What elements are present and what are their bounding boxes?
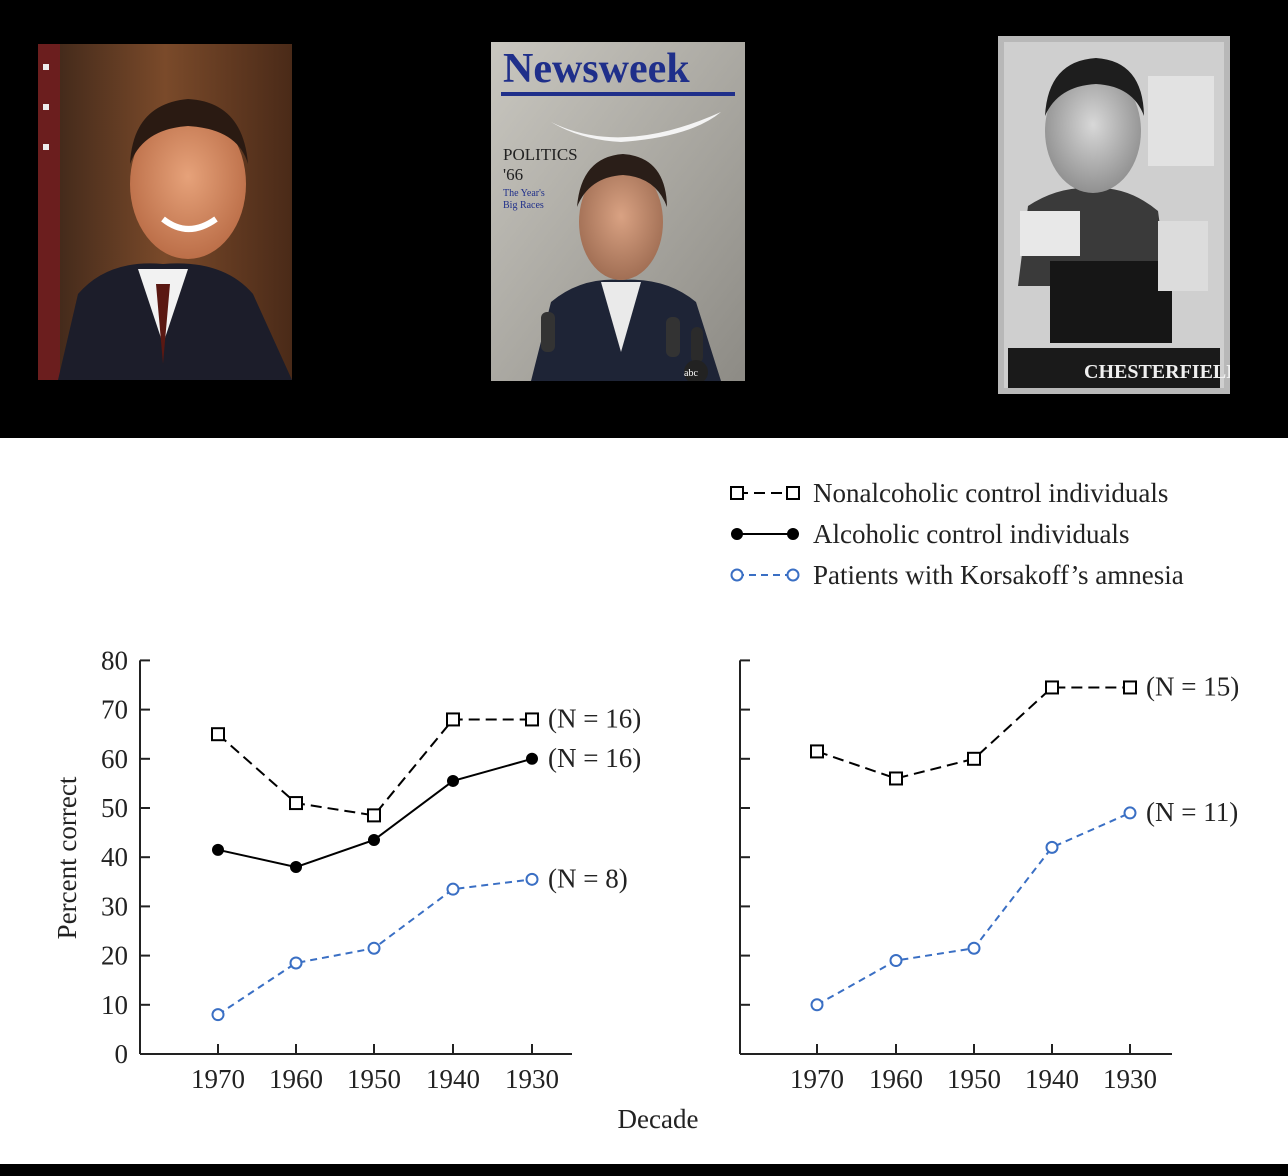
data-point-1940 bbox=[1045, 680, 1059, 695]
data-point-1950 bbox=[368, 833, 380, 846]
data-point-1940 bbox=[447, 774, 459, 787]
data-point-1930 bbox=[525, 872, 539, 886]
y-tick-label-70: 70 bbox=[101, 695, 128, 725]
legend-marker-start-patients-with-korsakoff-s-amnesia bbox=[730, 568, 744, 582]
y-tick-label-60: 60 bbox=[101, 744, 128, 774]
legend-label-alcoholic-control-individuals: Alcoholic control individuals bbox=[813, 519, 1129, 549]
y-axis-label: Percent correct bbox=[52, 776, 82, 939]
y-tick-label-10: 10 bbox=[101, 990, 128, 1020]
y-tick-label-0: 0 bbox=[115, 1039, 129, 1069]
cigarette-ad-photo: CHESTERFIELD bbox=[998, 36, 1230, 394]
legend-label-patients-with-korsakoff-s-amnesia: Patients with Korsakoff’s amnesia bbox=[813, 560, 1184, 590]
n-label: (N = 8) bbox=[548, 863, 628, 893]
data-point-1940 bbox=[1045, 840, 1059, 854]
y-tick-label-80: 80 bbox=[101, 645, 128, 675]
data-point-1930 bbox=[1123, 806, 1137, 820]
data-point-1970 bbox=[211, 727, 225, 742]
cover-teaser-line-2: Big Races bbox=[503, 200, 544, 211]
legend-marker-start-alcoholic-control-individuals bbox=[731, 528, 743, 540]
data-point-1950 bbox=[967, 751, 981, 766]
n-label: (N = 11) bbox=[1146, 797, 1238, 827]
series-nonalcoholic-control-individuals: (N = 16) bbox=[211, 703, 641, 823]
x-tick-label-1950: 1950 bbox=[947, 1064, 1001, 1094]
y-tick-label-40: 40 bbox=[101, 842, 128, 872]
n-label: (N = 15) bbox=[1146, 671, 1239, 701]
x-tick-label-1940: 1940 bbox=[426, 1064, 480, 1094]
y-tick-label-30: 30 bbox=[101, 891, 128, 921]
y-tick-label-50: 50 bbox=[101, 793, 128, 823]
data-point-1960 bbox=[889, 771, 903, 786]
data-point-1940 bbox=[446, 712, 460, 727]
bottom-bar bbox=[0, 1164, 1288, 1176]
legend-marker-end-alcoholic-control-individuals bbox=[787, 528, 799, 540]
data-point-1960 bbox=[889, 954, 903, 968]
data-point-1930 bbox=[526, 752, 538, 765]
data-point-1950 bbox=[367, 808, 381, 823]
data-point-1960 bbox=[289, 956, 303, 970]
data-point-1950 bbox=[367, 941, 381, 955]
cover-teaser-line-1: The Year's bbox=[503, 188, 545, 199]
legend: Nonalcoholic control individuals Alcoholi… bbox=[730, 478, 1184, 590]
series-line-nonalcoholic-control-individuals bbox=[217, 718, 532, 817]
x-tick-label-1940: 1940 bbox=[1025, 1064, 1079, 1094]
data-point-1970 bbox=[810, 998, 824, 1012]
data-point-1970 bbox=[211, 1008, 225, 1022]
ad-brand-name: CHESTERFIELD bbox=[1084, 361, 1230, 383]
chart-panel-left: 0 10 20 30 40 50 60 70 80 1970 1960 1950 1940 1930 (N … bbox=[101, 645, 641, 1094]
data-point-1970 bbox=[212, 843, 224, 856]
x-tick-label-1930: 1930 bbox=[505, 1064, 559, 1094]
portrait-photo bbox=[38, 44, 292, 380]
x-tick-label-1970: 1970 bbox=[790, 1064, 844, 1094]
series-nonalcoholic-control-individuals: (N = 15) bbox=[810, 671, 1239, 786]
x-tick-label-1960: 1960 bbox=[869, 1064, 923, 1094]
magazine-cover-photo: Newsweek POLITICS '66 The Year's Big Rac… bbox=[491, 42, 745, 381]
chart-panel-right: 1970 1960 1950 1940 1930 (N = 15) (N = 11) bbox=[739, 659, 1239, 1094]
n-label: (N = 16) bbox=[548, 703, 641, 733]
n-label: (N = 16) bbox=[548, 743, 641, 773]
data-point-1960 bbox=[290, 861, 302, 874]
legend-marker-end-nonalcoholic-control-individuals bbox=[786, 486, 800, 500]
legend-marker-end-patients-with-korsakoff-s-amnesia bbox=[786, 568, 800, 582]
x-tick-label-1950: 1950 bbox=[347, 1064, 401, 1094]
legend-label-nonalcoholic-control-individuals: Nonalcoholic control individuals bbox=[813, 478, 1168, 508]
series-line-patients-with-korsakoff-s-amnesia bbox=[816, 812, 1131, 1006]
cover-headline: POLITICS bbox=[503, 145, 578, 164]
cover-masthead: Newsweek bbox=[503, 46, 690, 92]
data-point-1930 bbox=[1123, 680, 1137, 695]
x-tick-label-1930: 1930 bbox=[1103, 1064, 1157, 1094]
series-alcoholic-control-individuals: (N = 16) bbox=[212, 743, 641, 874]
data-point-1930 bbox=[525, 712, 539, 727]
photo-band: Newsweek POLITICS '66 The Year's Big Rac… bbox=[0, 0, 1288, 438]
cover-network-logo: abc bbox=[684, 368, 698, 379]
chart-area: Nonalcoholic control individuals Alcoholi… bbox=[52, 478, 1239, 1134]
y-tick-label-20: 20 bbox=[101, 941, 128, 971]
legend-marker-start-nonalcoholic-control-individuals bbox=[730, 486, 744, 500]
data-point-1940 bbox=[446, 882, 460, 896]
cover-subhead: '66 bbox=[503, 165, 523, 184]
series-patients-with-korsakoff-s-amnesia: (N = 8) bbox=[211, 863, 628, 1022]
x-axis-label: Decade bbox=[618, 1104, 699, 1134]
data-point-1950 bbox=[967, 941, 981, 955]
x-tick-label-1960: 1960 bbox=[269, 1064, 323, 1094]
data-point-1970 bbox=[810, 744, 824, 759]
data-point-1960 bbox=[289, 796, 303, 811]
series-patients-with-korsakoff-s-amnesia: (N = 11) bbox=[810, 797, 1238, 1012]
x-tick-label-1970: 1970 bbox=[191, 1064, 245, 1094]
